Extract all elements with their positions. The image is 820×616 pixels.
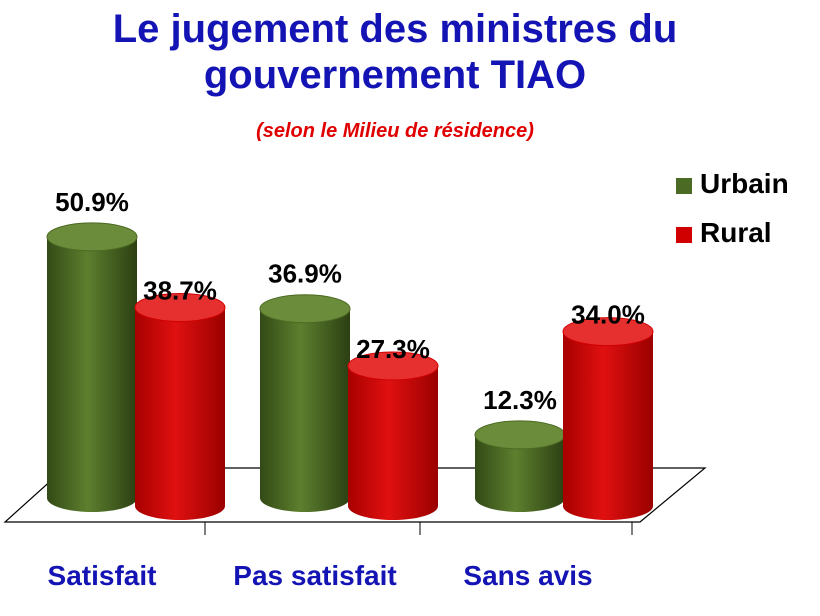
chart-title-line-2: gouvernement TIAO xyxy=(203,53,587,97)
data-label-urbain-0: 50.9% xyxy=(55,187,129,217)
bar-urbain-0 xyxy=(47,236,137,512)
bar-urbain-2 xyxy=(475,434,565,512)
chart-subtitle: (selon le Milieu de résidence) xyxy=(256,120,534,142)
bar-urbain-1 xyxy=(260,308,350,512)
data-label-urbain-2: 12.3% xyxy=(483,385,557,415)
x-tick-label-0: Satisfait xyxy=(48,560,157,591)
bar-rural-0 xyxy=(135,307,225,520)
bar-top-rural-2 xyxy=(562,317,654,347)
legend-label-rural: Rural xyxy=(700,217,772,248)
chart-title: Le jugement des ministres du gouvernemen… xyxy=(0,6,790,98)
x-tick-label-1: Pas satisfait xyxy=(233,560,396,591)
bar-top-rural-0 xyxy=(134,292,226,322)
legend-swatch-rural xyxy=(676,227,692,243)
data-label-rural-0: 38.7% xyxy=(143,275,217,305)
data-label-rural-1: 27.3% xyxy=(356,334,430,364)
data-label-urbain-1: 36.9% xyxy=(268,259,342,289)
bar-rural-1 xyxy=(348,365,438,520)
bar-rural-2 xyxy=(563,331,653,520)
x-tick-label-2: Sans avis xyxy=(463,560,592,591)
legend-swatch-urbain xyxy=(676,178,692,194)
bar-top-urbain-2 xyxy=(474,420,566,450)
chart-title-line-1: Le jugement des ministres du xyxy=(112,7,678,51)
data-label-rural-2: 34.0% xyxy=(571,300,645,330)
bar-top-rural-1 xyxy=(347,351,439,381)
legend-label-urbain: Urbain xyxy=(700,168,789,199)
bar-top-urbain-1 xyxy=(259,294,351,324)
bar-top-urbain-0 xyxy=(46,222,138,252)
